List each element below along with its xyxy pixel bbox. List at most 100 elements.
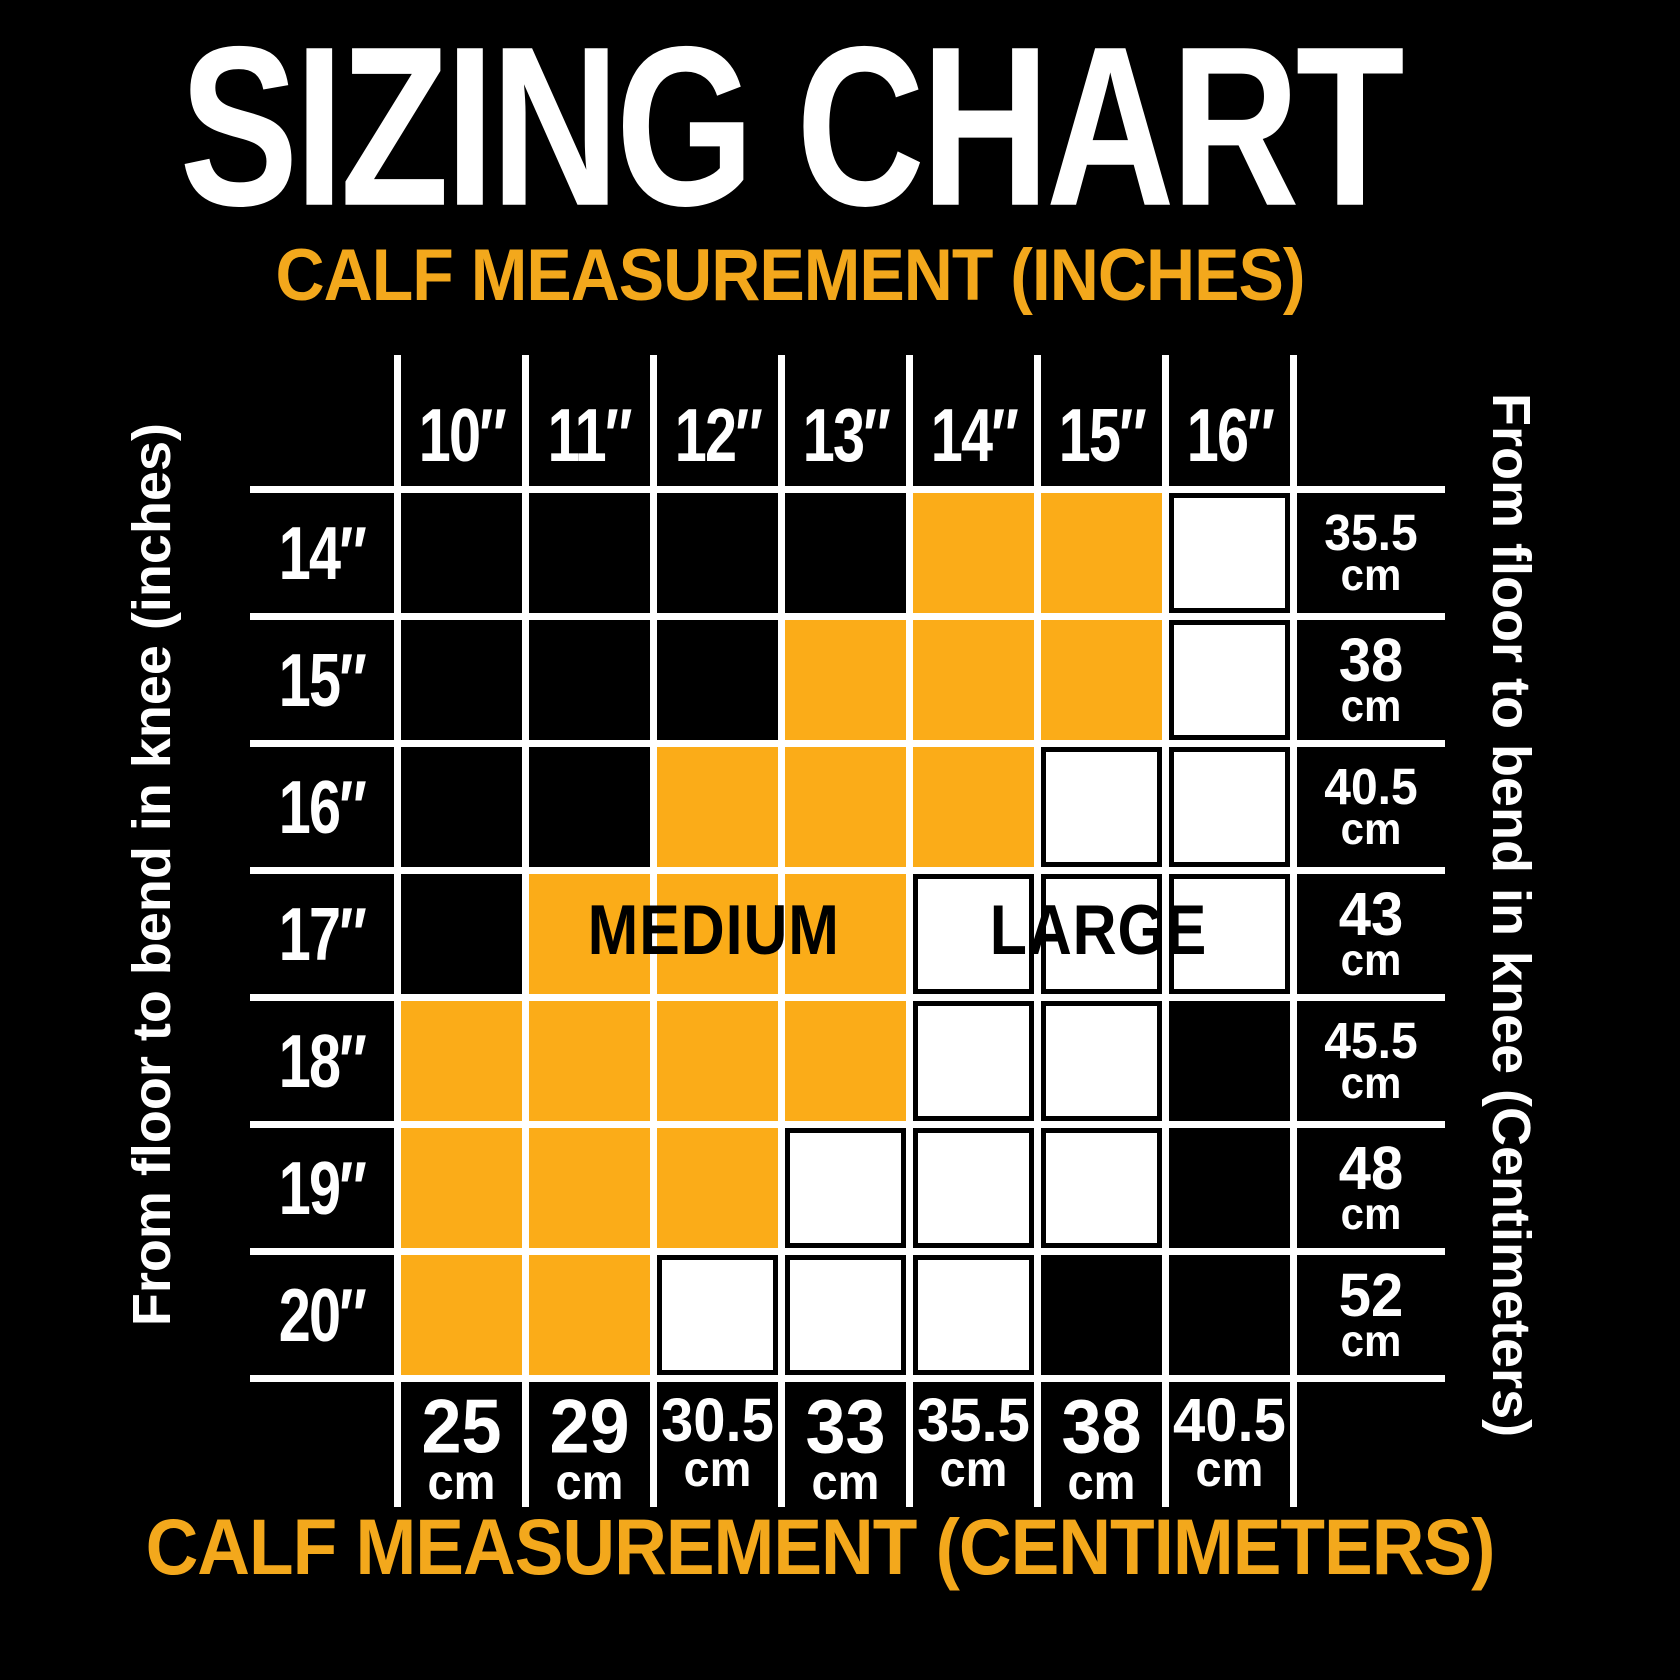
cm-unit: cm	[1340, 680, 1402, 731]
row-cm-label-6: 52 cm	[1290, 1248, 1445, 1375]
header-label: 14″	[930, 392, 1018, 478]
grid-cell-r4c6	[1162, 994, 1290, 1121]
row-header-0: 14″	[250, 486, 394, 613]
cm-unit: cm	[1067, 1453, 1136, 1510]
grid-cell-r6c5	[1034, 1248, 1162, 1375]
header-label: 16″	[278, 764, 367, 850]
left-axis-title-text: From floor to bend in knee (inches)	[122, 423, 182, 1327]
grid-cell-r5c3	[778, 1121, 906, 1248]
top-axis-title: CALF MEASUREMENT (INCHES)	[0, 233, 1580, 317]
left-axis-title: From floor to bend in knee (inches)	[96, 360, 208, 1390]
page-title: SIZING CHART	[0, 0, 1580, 254]
header-label: 15″	[278, 637, 367, 723]
top-axis-title-text: CALF MEASUREMENT (INCHES)	[275, 233, 1306, 317]
grid-cell-r1c6	[1162, 613, 1290, 740]
grid-cell-r0c1	[522, 486, 650, 613]
cm-unit: cm	[427, 1453, 496, 1510]
grid-cell-r5c2	[650, 1121, 778, 1248]
bottom-axis-title: CALF MEASUREMENT (CENTIMETERS)	[0, 1504, 1640, 1591]
col-header-2: 12″	[650, 355, 778, 486]
corner-bottom-left	[250, 1375, 394, 1507]
row-header-1: 15″	[250, 613, 394, 740]
grid-cell-r3c0	[394, 867, 522, 994]
cm-value: 48	[1338, 1134, 1404, 1203]
grid-cell-r4c3	[778, 994, 906, 1121]
right-axis-title-text: From floor to bend in knee (Centimeters)	[1481, 392, 1541, 1438]
grid-cell-r5c4	[906, 1121, 1034, 1248]
col-cm-label-0: 25 cm	[394, 1375, 522, 1507]
grid-cell-r2c6	[1162, 740, 1290, 867]
col-cm-label-4: 35.5 cm	[906, 1375, 1034, 1507]
corner-top-right	[1290, 355, 1445, 486]
col-header-5: 15″	[1034, 355, 1162, 486]
grid-cell-r6c2	[650, 1248, 778, 1375]
grid-cell-r2c5	[1034, 740, 1162, 867]
grid-cell-r2c4	[906, 740, 1034, 867]
row-cm-label-5: 48 cm	[1290, 1121, 1445, 1248]
grid-cell-r3c5	[1034, 867, 1162, 994]
cm-value: 25	[421, 1384, 502, 1470]
cm-unit: cm	[1340, 549, 1402, 600]
large-region-label-text: LARGE	[989, 890, 1207, 970]
sizing-grid: 10″ 11″ 12″ 13″ 14″ 15″ 16″ 14″ 35.5 cm 15″ 38 cm 16″…	[250, 355, 1445, 1507]
grid-cell-r1c0	[394, 613, 522, 740]
cm-unit: cm	[1340, 934, 1402, 985]
grid-cell-r3c3	[778, 867, 906, 994]
grid-cell-r6c0	[394, 1248, 522, 1375]
grid-cell-r3c4	[906, 867, 1034, 994]
col-header-6: 16″	[1162, 355, 1290, 486]
cm-value: 43	[1338, 880, 1404, 949]
header-label: 11″	[547, 392, 633, 478]
right-axis-title: From floor to bend in knee (Centimeters)	[1452, 295, 1570, 1535]
grid-cell-r5c1	[522, 1121, 650, 1248]
cm-value: 33	[805, 1384, 886, 1470]
corner-bottom-right	[1290, 1375, 1445, 1507]
cm-value: 35.5	[1324, 504, 1418, 562]
row-cm-label-4: 45.5 cm	[1290, 994, 1445, 1121]
row-header-6: 20″	[250, 1248, 394, 1375]
cm-value: 52	[1338, 1261, 1404, 1330]
grid-cell-r0c6	[1162, 486, 1290, 613]
cm-unit: cm	[683, 1440, 752, 1497]
grid-cell-r6c1	[522, 1248, 650, 1375]
cm-unit: cm	[939, 1440, 1008, 1497]
row-cm-label-3: 43 cm	[1290, 867, 1445, 994]
grid-cell-r2c0	[394, 740, 522, 867]
medium-region-label: MEDIUM	[522, 866, 906, 994]
header-label: 12″	[674, 392, 762, 478]
cm-value: 29	[549, 1384, 630, 1470]
grid-cell-r4c2	[650, 994, 778, 1121]
col-cm-label-6: 40.5 cm	[1162, 1375, 1290, 1507]
bottom-axis-title-text: CALF MEASUREMENT (CENTIMETERS)	[145, 1503, 1496, 1592]
grid-cell-r5c6	[1162, 1121, 1290, 1248]
cm-value: 38	[1061, 1384, 1142, 1470]
header-label: 20″	[278, 1272, 367, 1358]
grid-cell-r1c1	[522, 613, 650, 740]
col-cm-label-5: 38 cm	[1034, 1375, 1162, 1507]
col-header-3: 13″	[778, 355, 906, 486]
row-header-4: 18″	[250, 994, 394, 1121]
cm-value: 35.5	[917, 1386, 1030, 1455]
medium-region-label-text: MEDIUM	[587, 890, 841, 970]
cm-unit: cm	[1340, 1188, 1402, 1239]
grid-cell-r6c3	[778, 1248, 906, 1375]
grid-cell-r0c3	[778, 486, 906, 613]
row-header-2: 16″	[250, 740, 394, 867]
cm-value: 30.5	[661, 1386, 774, 1455]
col-header-4: 14″	[906, 355, 1034, 486]
cm-unit: cm	[811, 1453, 880, 1510]
grid-cell-r3c1	[522, 867, 650, 994]
header-label: 19″	[278, 1145, 367, 1231]
page-title-text: SIZING CHART	[179, 0, 1404, 254]
row-cm-label-2: 40.5 cm	[1290, 740, 1445, 867]
grid-cell-r6c4	[906, 1248, 1034, 1375]
cm-value: 38	[1338, 626, 1404, 695]
row-cm-label-1: 38 cm	[1290, 613, 1445, 740]
grid-cell-r5c0	[394, 1121, 522, 1248]
header-label: 13″	[802, 392, 890, 478]
grid-cell-r2c3	[778, 740, 906, 867]
grid-cell-r4c4	[906, 994, 1034, 1121]
cm-value: 40.5	[1173, 1386, 1286, 1455]
header-label: 15″	[1058, 392, 1146, 478]
